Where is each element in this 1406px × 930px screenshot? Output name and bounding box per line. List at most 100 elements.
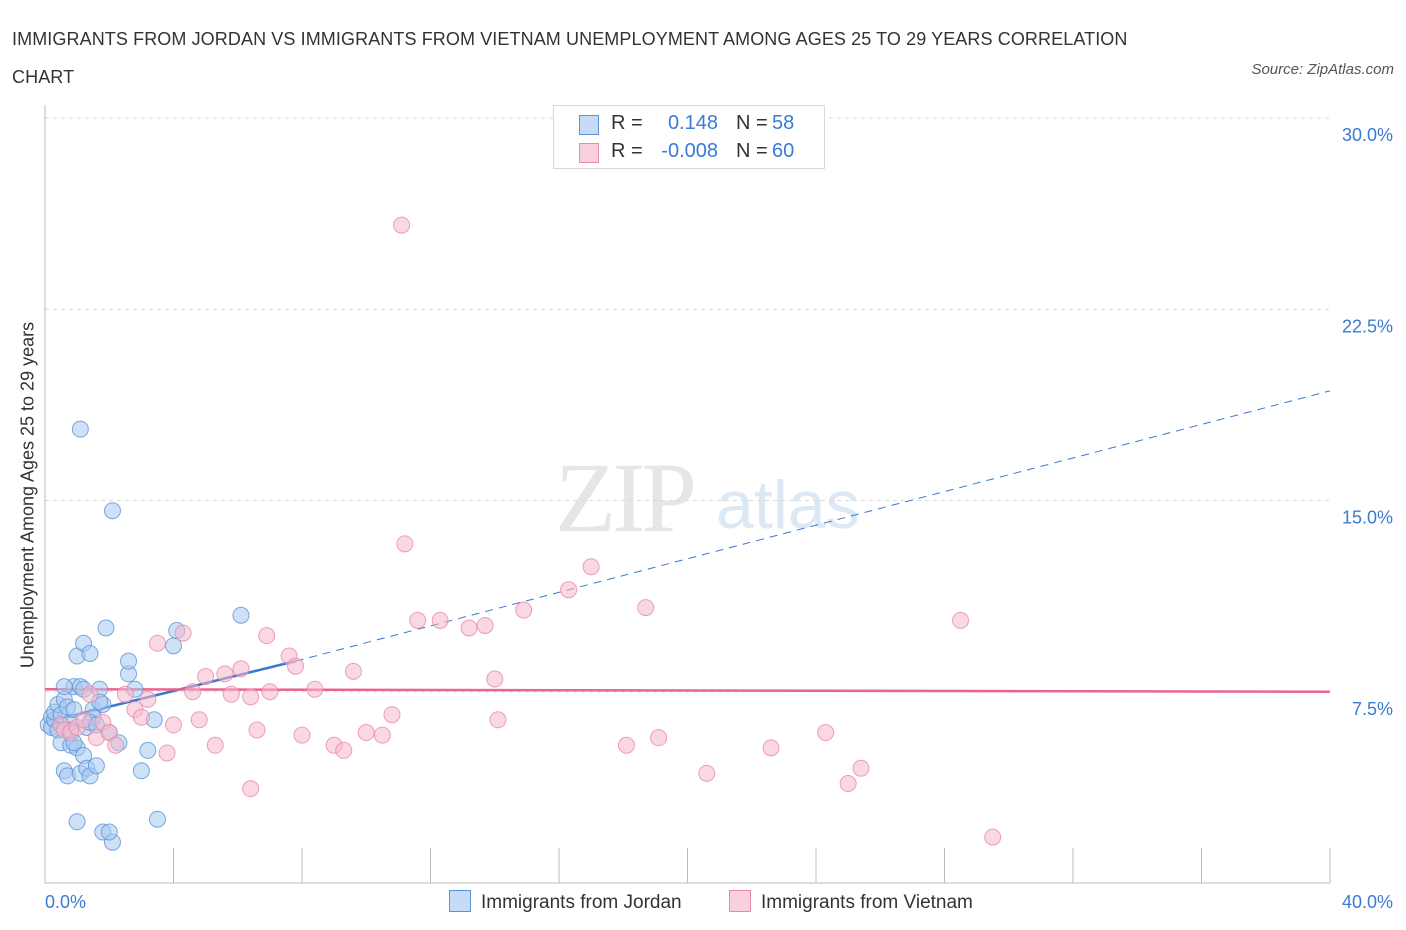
point-vietnam [396, 535, 414, 553]
point-vietnam [242, 688, 260, 706]
point-vietnam [139, 690, 157, 708]
point-vietnam [476, 616, 494, 634]
point-vietnam [261, 683, 279, 701]
y-tick-label: 7.5% [1352, 699, 1393, 719]
point-vietnam [582, 558, 600, 576]
series-swatch-vietnam [729, 890, 751, 912]
point-jordan [71, 420, 89, 438]
legend-n-label: N = [736, 140, 768, 162]
point-vietnam [232, 660, 250, 678]
point-vietnam [762, 739, 780, 757]
point-vietnam [460, 619, 478, 637]
x-tick-label: 0.0% [45, 892, 86, 912]
point-vietnam [293, 726, 311, 744]
point-vietnam [158, 744, 176, 762]
point-vietnam [216, 665, 234, 683]
point-vietnam [637, 599, 655, 617]
point-vietnam [431, 611, 449, 629]
legend-row-vietnam: R = -0.008 N = 60 [554, 138, 824, 166]
point-jordan [232, 606, 250, 624]
point-vietnam [81, 685, 99, 703]
y-tick-label: 30.0% [1342, 125, 1393, 145]
trend-line-jordan-extended [295, 390, 1331, 662]
point-vietnam [148, 634, 166, 652]
point-jordan [81, 645, 99, 662]
legend-swatch-jordan [579, 115, 599, 135]
point-vietnam [184, 683, 202, 701]
watermark-zip: ZIP [555, 442, 697, 553]
point-vietnam [817, 724, 835, 742]
point-vietnam [206, 736, 224, 754]
point-vietnam [190, 711, 208, 729]
legend-n-value-vietnam: 60 [772, 140, 795, 162]
data-points [39, 216, 1002, 851]
point-vietnam [839, 775, 857, 793]
point-vietnam [132, 708, 150, 726]
point-vietnam [116, 685, 134, 703]
y-axis-label: Unemployment Among Ages 25 to 29 years [17, 321, 38, 669]
point-jordan [148, 810, 166, 828]
point-vietnam [197, 667, 215, 685]
point-jordan [55, 678, 73, 696]
trend-line-vietnam [44, 687, 1331, 693]
point-vietnam [515, 601, 533, 619]
point-vietnam [560, 581, 578, 599]
point-vietnam [383, 706, 401, 724]
x-tick-label: 40.0% [1342, 892, 1393, 912]
legend-r-value-vietnam: -0.008 [661, 140, 718, 162]
point-vietnam [489, 711, 507, 729]
legend-n-value-jordan: 58 [772, 112, 795, 134]
point-vietnam [306, 680, 324, 698]
series-swatch-jordan [449, 890, 471, 912]
point-vietnam [174, 624, 192, 642]
legend-r-label: R = [611, 112, 643, 134]
point-vietnam [393, 216, 411, 234]
series-label-vietnam: Immigrants from Vietnam [761, 892, 973, 913]
legend-row-jordan: R = 0.148 N = 58 [554, 110, 824, 138]
legend-r-value-jordan: 0.148 [667, 112, 718, 134]
y-tick-label: 15.0% [1342, 508, 1393, 528]
grid-lines [45, 117, 1330, 693]
point-vietnam [287, 657, 305, 675]
correlation-legend: R = 0.148 N = 58 R = -0.008 N = 60 [553, 105, 825, 169]
point-jordan [68, 813, 86, 831]
point-vietnam [650, 729, 668, 747]
point-vietnam [617, 736, 635, 754]
y-tick-label: 22.5% [1342, 316, 1393, 336]
point-jordan [139, 741, 157, 759]
point-vietnam [222, 685, 240, 703]
point-vietnam [852, 759, 870, 777]
series-label-jordan: Immigrants from Jordan [481, 892, 682, 913]
point-jordan [87, 757, 105, 775]
point-vietnam [409, 611, 427, 629]
point-vietnam [335, 741, 353, 759]
legend-r-label: R = [611, 140, 643, 162]
chart-title: IMMIGRANTS FROM JORDAN VS IMMIGRANTS FRO… [12, 29, 1128, 87]
point-jordan [100, 823, 118, 841]
point-vietnam [984, 828, 1002, 846]
point-vietnam [75, 711, 93, 729]
point-vietnam [165, 716, 182, 734]
point-vietnam [248, 721, 266, 739]
point-vietnam [242, 780, 260, 798]
point-vietnam [373, 726, 391, 744]
point-vietnam [107, 736, 125, 754]
point-jordan [132, 762, 150, 780]
point-vietnam [698, 764, 716, 782]
point-jordan [120, 652, 138, 670]
point-vietnam [357, 724, 375, 742]
point-jordan [97, 619, 115, 637]
point-vietnam [486, 670, 504, 688]
point-vietnam [344, 662, 362, 680]
point-vietnam [258, 627, 276, 645]
watermark-atlas: atlas [716, 467, 860, 543]
tick-labels: 7.5% 15.0% 22.5% 30.0% 0.0% 40.0% [45, 125, 1393, 912]
point-vietnam [952, 611, 970, 629]
series-legend-vietnam[interactable]: Immigrants from Vietnam [729, 890, 973, 914]
legend-n-label: N = [736, 112, 768, 134]
point-jordan [103, 502, 121, 520]
legend-swatch-vietnam [579, 143, 599, 163]
series-legend-jordan[interactable]: Immigrants from Jordan [449, 890, 682, 914]
source-label: Source: ZipAtlas.com [1251, 61, 1394, 78]
